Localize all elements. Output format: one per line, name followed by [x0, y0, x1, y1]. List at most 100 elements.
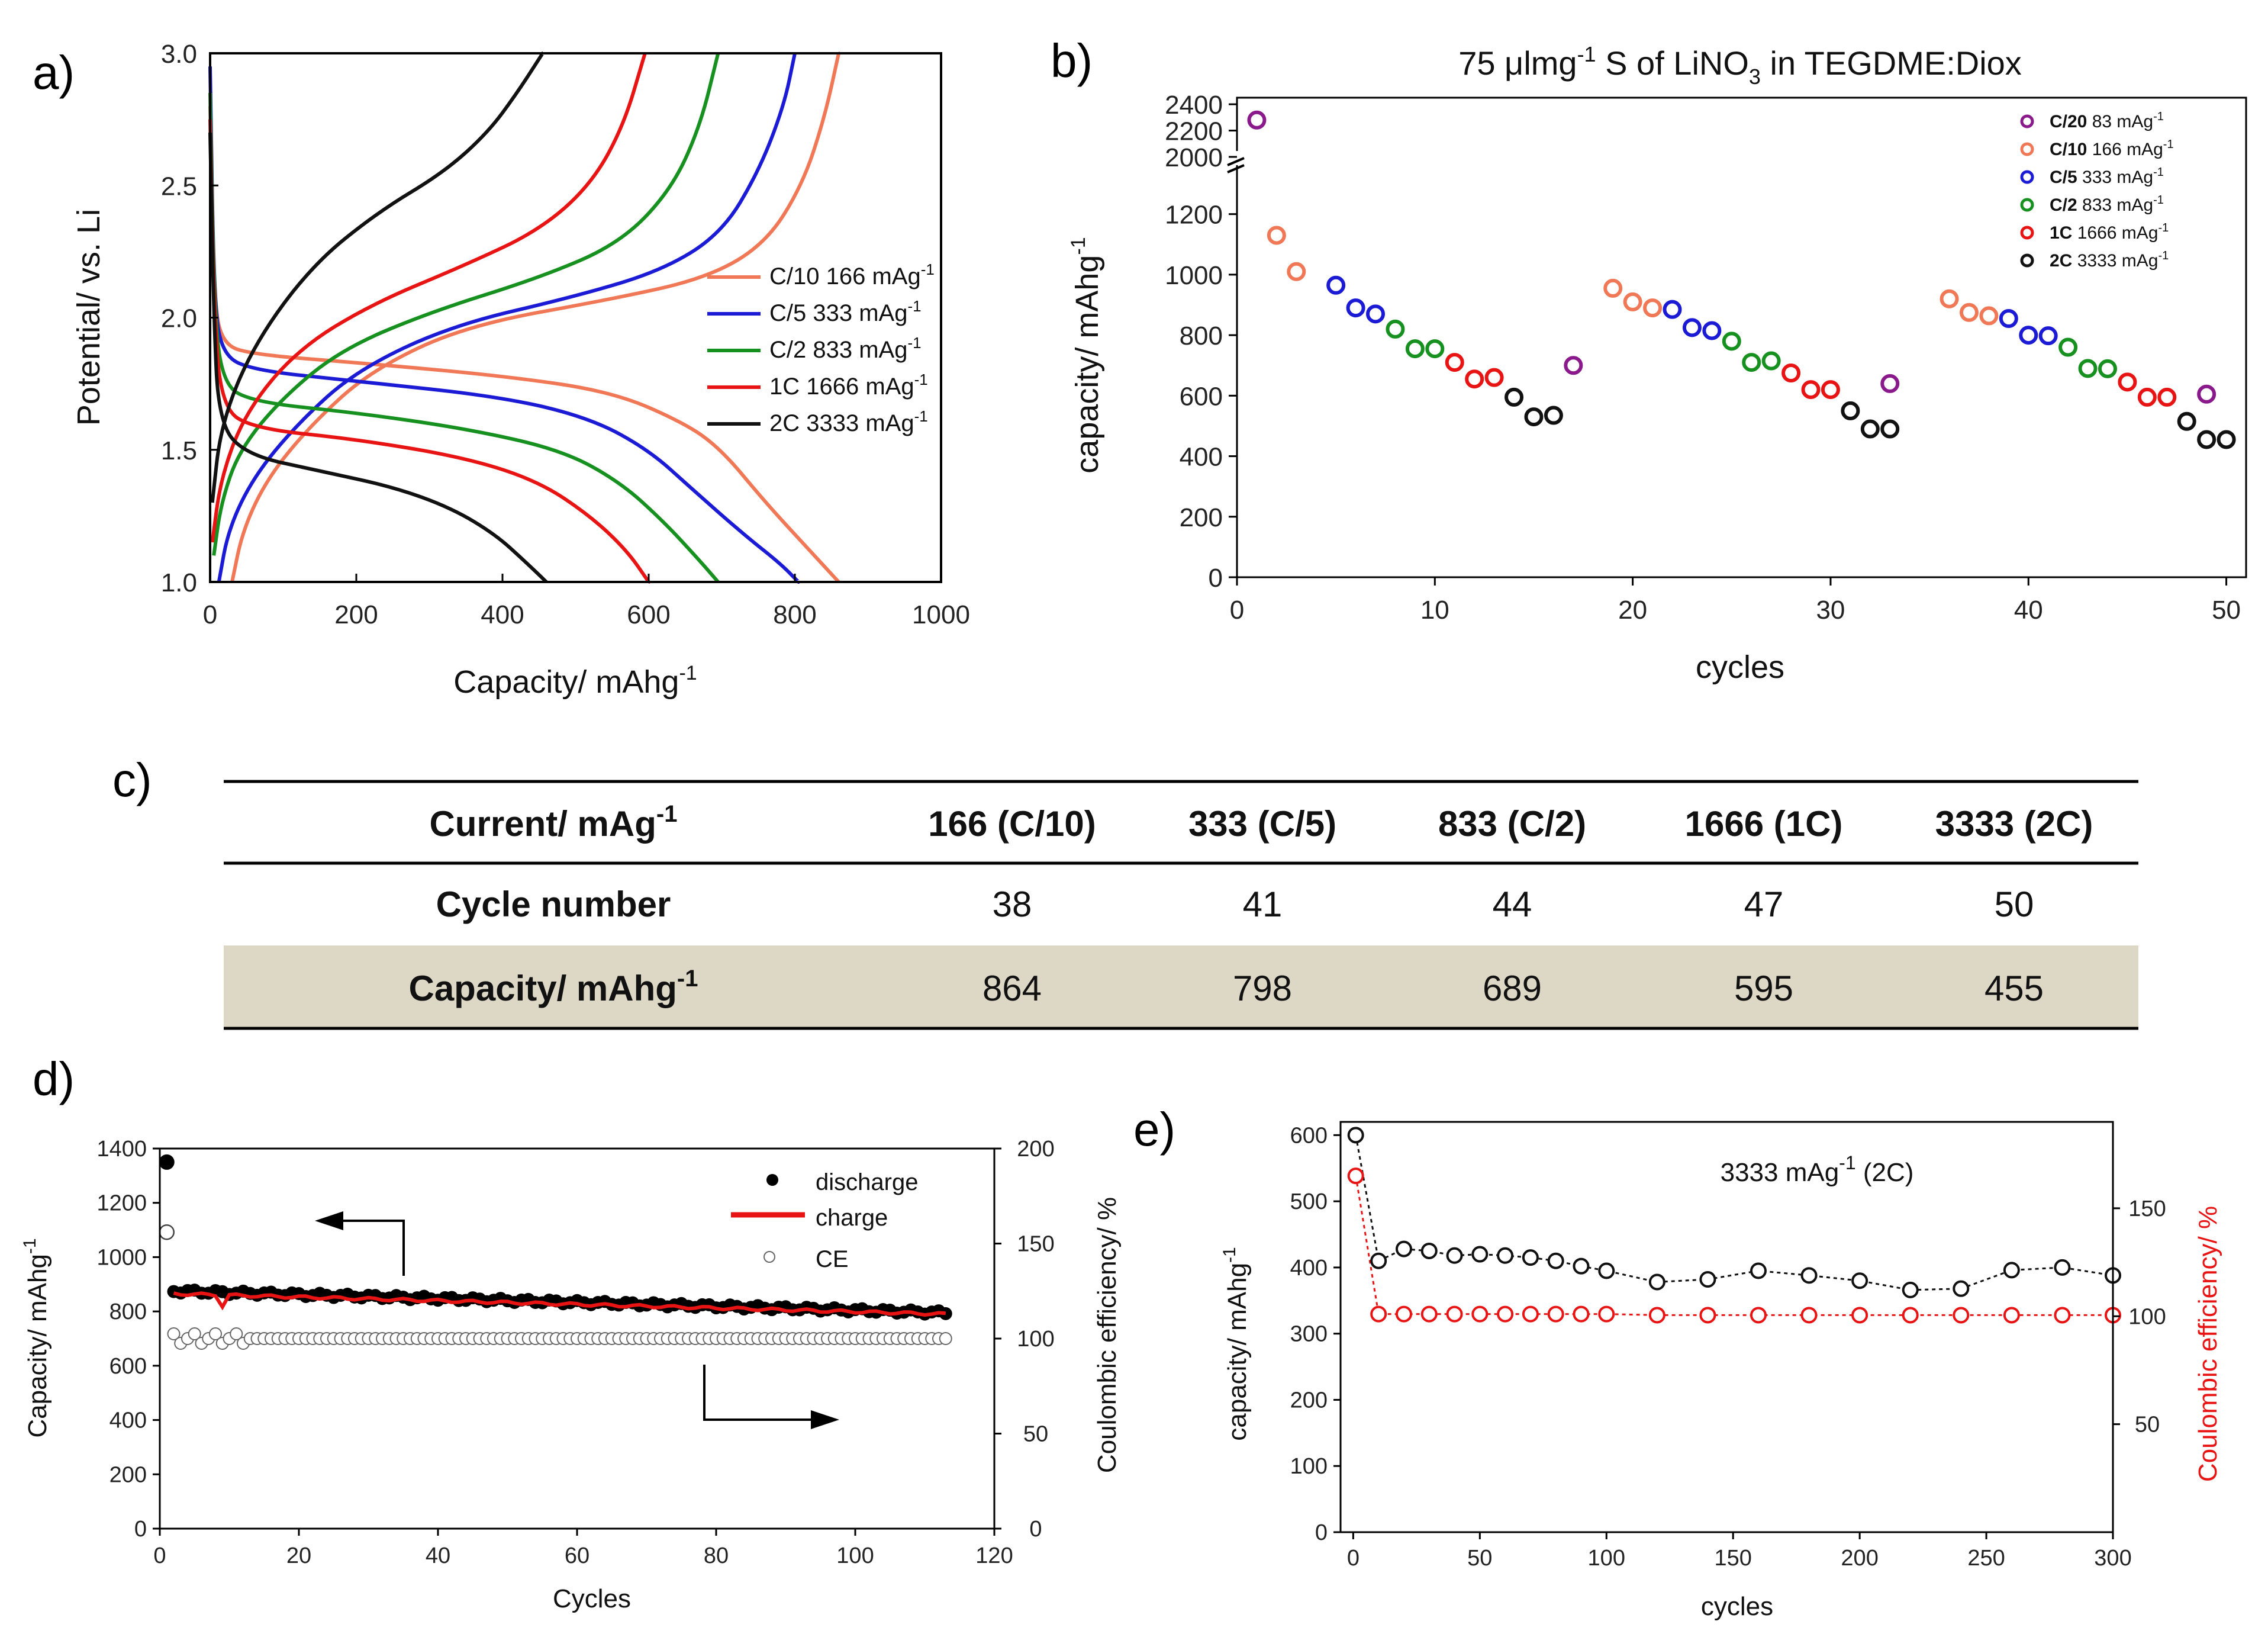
legend-sep: [2072, 251, 2077, 271]
table-cells: 166 (C/10) 333 (C/5) 833 (C/2) 1666 (1C) 333…: [408, 804, 2093, 1008]
panel-a-letter: a): [33, 46, 75, 99]
capacity-point: [2003, 1262, 2020, 1279]
table-row-label: Cycle number: [436, 884, 671, 924]
capacity-point: [1420, 1242, 1438, 1259]
ce-point: [1573, 1305, 1590, 1323]
legend-label-2-main: C/2 833 mAg: [769, 337, 907, 363]
y-tick-label: 200: [109, 1462, 147, 1487]
table-column-header: 833 (C/2): [1438, 804, 1586, 844]
legend-rate-name: C/20: [2050, 112, 2087, 131]
capacity-point: [1851, 1272, 1868, 1289]
data-point-1: [1959, 303, 1979, 322]
ce-point: [230, 1327, 243, 1340]
data-point-2: [1326, 275, 1346, 295]
x-tick-label: 600: [627, 600, 670, 629]
axis-break-mark: [1227, 164, 1245, 173]
data-point-4: [1445, 353, 1464, 372]
ce-point: [1598, 1305, 1615, 1323]
legend-marker-4: [2020, 226, 2034, 240]
y-tick-label: 500: [1290, 1189, 1328, 1214]
y-tick-label: 1.5: [161, 436, 197, 465]
data-point-0: [2197, 384, 2217, 404]
legend-rate-name: C/10: [2050, 140, 2087, 159]
left-arrow: [315, 1211, 405, 1276]
legend-sep: [2087, 140, 2092, 159]
table-row-label: Capacity/ mAhg-1: [408, 966, 698, 1008]
ce-point: [1800, 1307, 1818, 1324]
panel-e: e) 0 50 100 150 200 250 300 0 100 200 300 400 500 600…: [1133, 1103, 2222, 1621]
data-point-4: [2118, 372, 2137, 392]
y-tick-label: 2000: [1165, 143, 1223, 172]
legend-rate: 833 mAg: [2082, 195, 2153, 215]
legend-rate-name: 2C: [2050, 251, 2072, 271]
legend-sep: [2077, 195, 2082, 215]
data-point-1: [1643, 298, 1663, 318]
panel-b-frame: [1236, 97, 2247, 578]
ce-point: [1395, 1305, 1412, 1323]
legend-label-1: C/10 166 mAg-1: [2050, 138, 2174, 159]
table-column-header: 3333 (2C): [1935, 804, 2093, 844]
legend-marker-3: [2020, 198, 2034, 212]
y2-tick-label: 150: [1017, 1232, 1054, 1257]
data-point-5: [2197, 430, 2217, 449]
legend-label-2-sup: -1: [907, 334, 921, 352]
y-tick-label: 1400: [96, 1137, 147, 1162]
x-tick-label: 40: [2014, 596, 2043, 625]
data-point-1: [1979, 306, 1999, 326]
x-tick-label: 1000: [912, 600, 970, 629]
data-point-5: [1841, 401, 1860, 420]
y-tick-label: 2.5: [161, 172, 197, 201]
ce-point: [1648, 1307, 1665, 1324]
legend-label-0-sup: -1: [921, 260, 935, 278]
ce-point: [209, 1327, 222, 1340]
data-point-5: [1860, 419, 1880, 439]
capacity-point: [1800, 1267, 1818, 1284]
data-point-3: [2058, 337, 2078, 357]
row-label-sup: -1: [677, 966, 698, 992]
row-label-text: Capacity/ mAhg: [408, 969, 676, 1008]
table-header-label: Current/ mAg-1: [430, 801, 678, 844]
legend-label-4: 2C 3333 mAg-1: [769, 407, 928, 436]
capacity-point: [1446, 1247, 1463, 1264]
data-point-1: [1603, 278, 1623, 298]
y-tick-label: 300: [1290, 1322, 1328, 1347]
legend-rate: 83 mAg: [2092, 112, 2153, 131]
panel-e-y2label: Coulombic efficiency/ %: [2193, 1206, 2222, 1482]
data-point-3: [1742, 353, 1761, 372]
y-tick-label: 1000: [1165, 261, 1223, 290]
ce-point: [939, 1332, 952, 1345]
charge-line: [173, 1291, 946, 1317]
legend-label: discharge: [816, 1169, 918, 1195]
capacity-point: [1750, 1262, 1767, 1279]
data-point-2: [1682, 318, 1702, 337]
ce-point: [1902, 1307, 1919, 1324]
legend-sup: -1: [2153, 194, 2164, 207]
data-point-2: [1663, 300, 1682, 319]
legend-sep: [2072, 223, 2077, 243]
panel-e-axes: 0 50 100 150 200 250 300 0 100 200 300 400 500 600 50 1…: [1290, 1121, 2166, 1571]
x-tick-label: 100: [1588, 1546, 1625, 1571]
ce-point: [2054, 1307, 2071, 1324]
capacity-point: [1347, 1127, 1364, 1144]
data-point-5: [1544, 406, 1563, 425]
data-point-3: [2078, 359, 2098, 378]
data-point-2: [2019, 326, 2038, 345]
panel-d-xlabel: Cycles: [553, 1584, 631, 1613]
ce-point: [1347, 1167, 1364, 1185]
y-tick-label: 1000: [96, 1245, 147, 1270]
legend-label-0-main: C/10 166 mAg: [769, 263, 921, 290]
data-point-0: [1247, 110, 1267, 130]
legend-label: CE: [816, 1246, 849, 1272]
capacity-point: [1395, 1240, 1412, 1257]
data-point-4: [2137, 387, 2157, 407]
data-point-3: [1386, 319, 1405, 339]
legend-label-2: C/5 333 mAg-1: [2050, 166, 2164, 187]
table-column-header: 333 (C/5): [1188, 804, 1336, 844]
x-tick-label: 80: [704, 1543, 729, 1568]
data-point-2: [1702, 321, 1722, 340]
legend-marker-1: [2020, 142, 2034, 156]
arrow-left-icon: [315, 1211, 343, 1230]
x-tick-label: 40: [426, 1543, 450, 1568]
y-tick-label: 200: [1180, 503, 1223, 532]
panel-d-letter: d): [33, 1053, 75, 1105]
